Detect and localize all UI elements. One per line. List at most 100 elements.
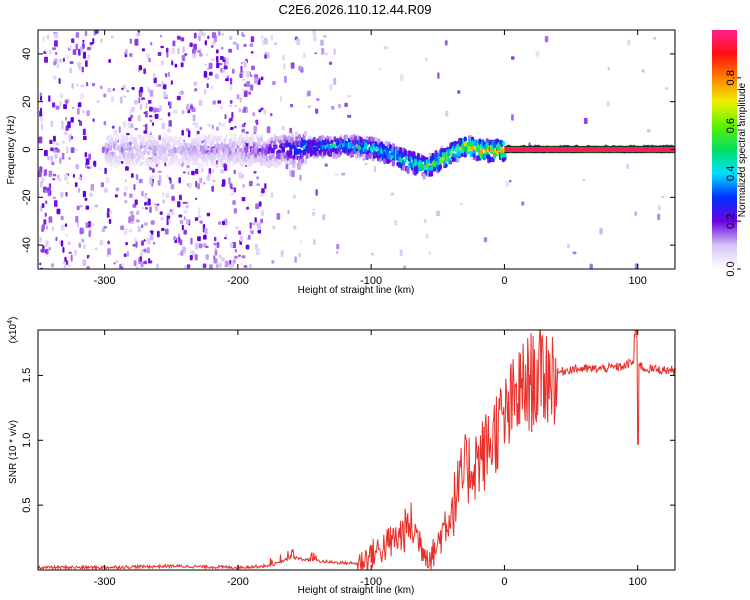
snr-x-ticks: -300 -200 -100 0 100 [94, 330, 647, 588]
spectrogram-cell [173, 109, 178, 114]
spectrogram-cell [131, 173, 134, 178]
spectrogram-cell [103, 93, 107, 98]
spectrogram-cell [50, 120, 54, 127]
spectrogram-cell [238, 171, 242, 178]
spectrogram-cell [189, 255, 193, 261]
spectrogram-cell [238, 232, 242, 235]
spectrogram-cell [214, 236, 217, 242]
spectrogram-cell [75, 43, 79, 51]
spectrogram-cell [161, 122, 166, 130]
signal-cell [477, 144, 480, 149]
spectrogram-cell [260, 107, 264, 111]
spectrogram-cell [248, 180, 253, 187]
spectrogram-cell [445, 110, 449, 117]
spectrogram-cell [83, 244, 86, 250]
spectrogram-cell [39, 181, 43, 188]
spectrogram-cell [324, 52, 329, 56]
spectrogram-cell [228, 48, 232, 53]
spectrogram-cell [148, 115, 153, 118]
spectrogram-cell [246, 206, 250, 210]
spectrogram-cell [234, 255, 238, 259]
spectrogram-cell [92, 118, 95, 122]
spectrogram-cell [68, 45, 72, 50]
spectrogram-cell [134, 127, 138, 131]
spectrogram-cell [270, 113, 273, 117]
spectrogram-cell [130, 214, 135, 222]
spectrogram-cell [99, 239, 104, 246]
spectrogram-cell [196, 183, 200, 190]
spectrogram-cell [205, 53, 209, 56]
spectrogram-cell [159, 118, 163, 121]
spectrogram-cell [65, 191, 68, 197]
spectrogram-cell [168, 177, 172, 181]
signal-cell [391, 159, 395, 167]
spectrogram-cell [246, 71, 250, 78]
spectrogram-cell [186, 264, 191, 269]
spectrogram-cell [103, 225, 107, 229]
spectrogram-cell [123, 253, 127, 257]
signal-cell [125, 135, 129, 142]
spectrogram-cell [233, 208, 237, 214]
signal-cell [260, 158, 263, 164]
spectrogram-cell [44, 200, 48, 205]
spectrogram-cell [80, 84, 85, 88]
spectrogram-cell [626, 163, 630, 169]
spectrogram-cell [61, 152, 65, 160]
spectrogram-cell [70, 254, 73, 262]
signal-cell [211, 139, 215, 147]
signal-cell [370, 136, 373, 142]
spectrogram-cell [233, 169, 236, 175]
spectrogram-cell [69, 61, 74, 65]
spectrogram-cell [159, 211, 163, 215]
signal-cell [381, 143, 385, 151]
spectrogram-cell [129, 38, 132, 44]
spectrogram-cell [205, 245, 209, 248]
spectrogram-cell [229, 83, 233, 91]
spectrogram-cell [68, 251, 72, 254]
spectrogram-cell [170, 59, 173, 61]
signal-cell [383, 158, 387, 165]
spectrogram-cell [199, 220, 203, 224]
spectrogram-cell [444, 40, 448, 46]
spectrogram-cell [179, 219, 184, 225]
signal-cell [163, 148, 167, 155]
spectrogram-cell [425, 57, 428, 61]
spectrogram-cell [153, 241, 156, 245]
signal-cell [195, 142, 199, 148]
spectrogram-cell [199, 30, 203, 37]
spectrogram-cell [39, 262, 42, 266]
spectrogram-cell [77, 187, 80, 193]
spectrogram-cell [328, 61, 333, 65]
spectrogram-cell [274, 42, 277, 45]
spectrogram-cell [221, 257, 225, 262]
signal-cell [194, 146, 198, 152]
spectrogram-cell [120, 225, 124, 231]
signal-cell [274, 144, 278, 150]
spectrogram-cell [128, 216, 131, 224]
spectrogram-cell [89, 192, 92, 196]
spectrogram-cell [266, 126, 271, 134]
spectrogram-cell [230, 77, 233, 85]
spectrogram-cell [148, 258, 151, 264]
spectrogram-cell [606, 101, 610, 107]
spectrogram-cell [242, 184, 245, 188]
spectrogram-cell [128, 117, 132, 122]
spectrogram-x-ticks: -300 -200 -100 0 100 [94, 30, 647, 287]
spectrogram-cell [212, 179, 216, 183]
spectrogram-cell [204, 228, 208, 235]
spectrogram-cell [206, 83, 209, 89]
spectrogram-cell [240, 62, 244, 65]
spectrogram-cell [56, 64, 59, 69]
spectrogram-cell [210, 45, 214, 48]
spectrogram-cell [67, 264, 71, 267]
spectrogram-cell [63, 104, 67, 110]
signal-cell [309, 148, 313, 154]
spectrogram-cell [154, 113, 159, 119]
signal-cell [153, 139, 156, 146]
signal-cell [304, 131, 307, 136]
spectrogram-cell [60, 240, 64, 247]
signal-cell [242, 139, 246, 144]
spectrogram-cell [599, 227, 603, 235]
spectrogram-cell [105, 254, 109, 257]
spectrogram-cell [315, 189, 318, 196]
